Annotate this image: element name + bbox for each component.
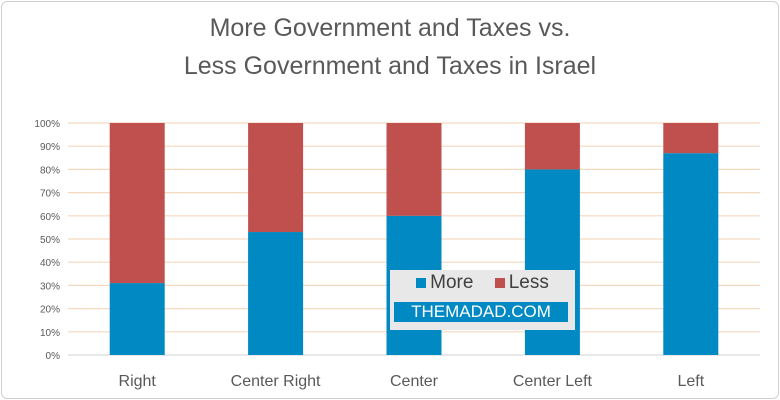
y-tick-label: 30% <box>40 281 60 292</box>
y-tick-label: 60% <box>40 212 60 223</box>
chart-title-line-1: More Government and Taxes vs. <box>209 14 571 42</box>
legend-item-more: More <box>416 272 473 293</box>
legend-swatch-less <box>494 278 505 288</box>
y-tick-label: 70% <box>40 189 60 200</box>
watermark: THEMADAD.COM <box>394 302 568 322</box>
x-tick-label: Center Left <box>513 373 593 390</box>
legend-label-more: More <box>430 272 474 293</box>
bar-less <box>248 123 304 233</box>
legend-item-less: Less <box>494 272 549 293</box>
x-tick-label: Center Right <box>231 373 321 390</box>
y-tick-label: 0% <box>46 351 61 362</box>
y-tick-label: 20% <box>40 305 60 316</box>
bar-less <box>109 123 165 284</box>
legend-label-less: Less <box>508 272 549 293</box>
x-tick-label: Left <box>677 373 704 390</box>
y-tick-label: 90% <box>40 142 60 153</box>
y-tick-label: 100% <box>34 119 60 130</box>
bar-less <box>524 123 580 170</box>
bar-less <box>663 123 719 154</box>
y-tick-label: 80% <box>40 165 60 176</box>
bar-less <box>386 123 442 216</box>
bar-more <box>109 283 165 355</box>
chart-title-line-2: Less Government and Taxes in Israel <box>183 52 597 80</box>
legend-swatch-more <box>416 278 427 288</box>
y-tick-label: 10% <box>40 328 60 339</box>
x-tick-label: Right <box>119 373 157 390</box>
y-tick-label: 40% <box>40 258 60 269</box>
y-tick-label: 50% <box>40 235 60 246</box>
legend: More Less THEMADAD.COM <box>390 270 575 330</box>
bar-more <box>248 232 304 355</box>
x-tick-label: Center <box>390 373 439 390</box>
bar-more <box>663 153 719 355</box>
